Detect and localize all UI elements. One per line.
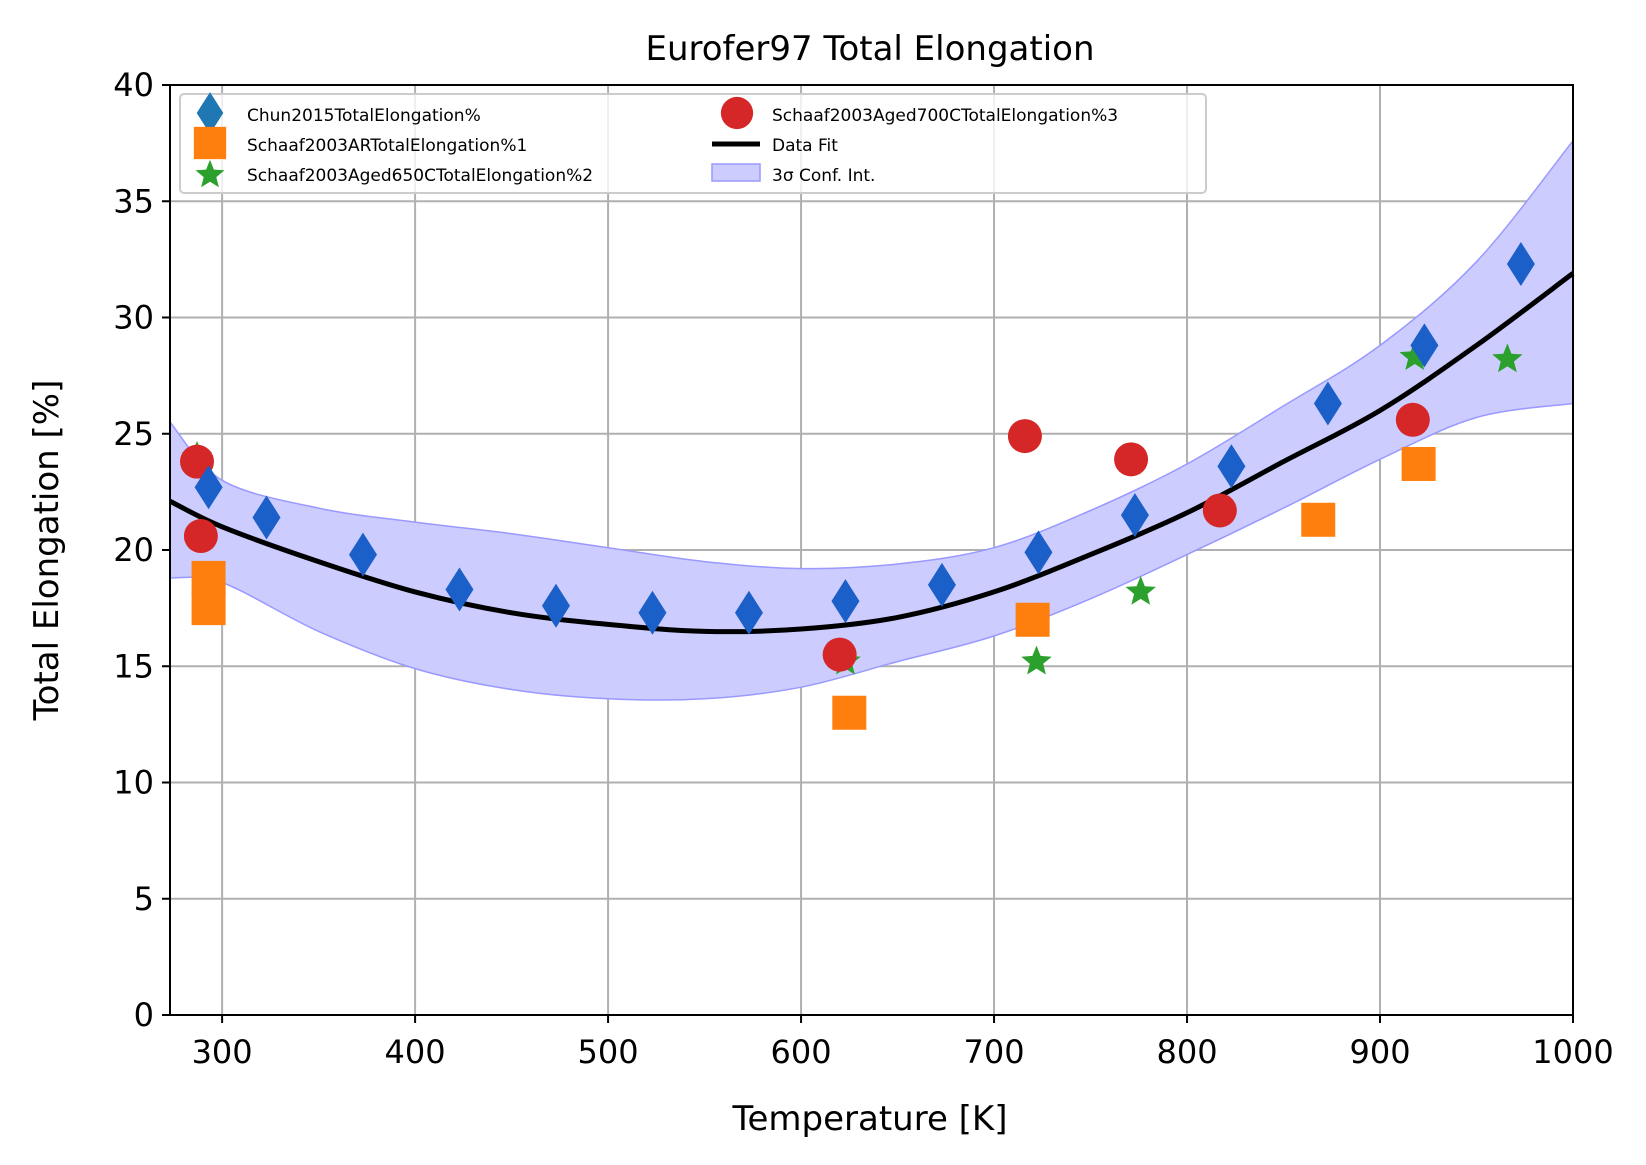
x-tick-label: 300: [192, 1033, 253, 1071]
schaaf-ar-data-point: [1401, 446, 1436, 481]
schaaf-ar-data-point: [191, 560, 226, 595]
chun-data-point: [194, 465, 223, 510]
chun-data-point: [252, 495, 281, 540]
chun-data-point: [831, 579, 860, 624]
legend-label-conf-int: 3σ Conf. Int.: [772, 166, 875, 186]
chun-data-point: [1506, 242, 1535, 287]
chun-data-point: [734, 590, 763, 635]
schaaf-ar-data-point: [1301, 502, 1336, 537]
chun-data-point: [1120, 493, 1149, 538]
y-tick-label: 30: [113, 299, 154, 337]
schaaf-700-data-point: [1114, 442, 1149, 477]
chun-data-point: [445, 567, 474, 612]
schaaf-650-data-point: [1399, 341, 1430, 370]
axis-ticks: 300 400 500 600 700 800 900 1000 0 5 10 15 20 25 30 35 4…: [113, 66, 1613, 1071]
chun-data-point: [1313, 381, 1342, 426]
schaaf-700-data-point: [183, 519, 218, 554]
y-tick-label: 5: [134, 880, 154, 918]
y-tick-label: 15: [113, 647, 154, 685]
schaaf-ar-data-point: [1015, 602, 1050, 637]
y-tick-label: 40: [113, 66, 154, 104]
chun-data-point: [1217, 444, 1246, 489]
x-tick-label: 400: [385, 1033, 446, 1071]
schaaf-650-data-point: [1125, 575, 1156, 605]
legend-label-schaaf-700: Schaaf2003Aged700CTotalElongation%3: [772, 106, 1118, 126]
chun-data-point: [1410, 323, 1439, 368]
schaaf-ar-data-point: [191, 591, 226, 626]
legend-label-schaaf-ar: Schaaf2003ARTotalElongation%1: [247, 136, 527, 156]
chart-title: Eurofer97 Total Elongation: [645, 29, 1094, 69]
legend: Chun2015TotalElongation% Schaaf2003ARTot…: [179, 92, 1207, 194]
y-tick-label: 35: [113, 182, 154, 220]
schaaf-700-data-point: [1202, 493, 1237, 528]
data-markers: [180, 242, 1535, 730]
legend-marker-chun: [196, 92, 224, 134]
y-tick-label: 0: [134, 996, 154, 1034]
x-tick-label: 700: [964, 1033, 1025, 1071]
x-tick-label: 900: [1349, 1033, 1410, 1071]
legend-patch-conf-int: [711, 163, 761, 182]
chun-data-point: [541, 583, 570, 628]
chun-data-point: [1024, 530, 1053, 575]
legend-marker-schaaf-650: [195, 159, 225, 188]
data-fit-line: [168, 271, 1575, 635]
y-axis-label: Total Elongation [%]: [27, 380, 67, 722]
schaaf-700-data-point: [1395, 402, 1430, 437]
legend-marker-schaaf-700: [720, 96, 754, 130]
legend-label-schaaf-650: Schaaf2003Aged650CTotalElongation%2: [247, 166, 593, 186]
chun-data-point: [927, 562, 956, 607]
x-axis-label: Temperature [K]: [731, 1099, 1007, 1139]
chun-data-point: [638, 590, 667, 635]
schaaf-650-data-point: [1021, 645, 1052, 675]
y-tick-label: 25: [113, 415, 154, 453]
legend-label-data-fit: Data Fit: [772, 136, 838, 156]
legend-handles: [193, 92, 761, 188]
x-tick-label: 500: [578, 1033, 639, 1071]
y-tick-label: 20: [113, 531, 154, 569]
chun-data-point: [348, 532, 377, 577]
y-tick-label: 10: [113, 764, 154, 802]
legend-marker-schaaf-ar: [193, 126, 227, 160]
schaaf-700-data-point: [822, 637, 857, 672]
x-tick-label: 600: [771, 1033, 832, 1071]
schaaf-700-data-point: [1007, 419, 1042, 454]
legend-label-chun: Chun2015TotalElongation%: [247, 106, 481, 126]
schaaf-ar-data-point: [832, 695, 867, 730]
x-tick-label: 800: [1156, 1033, 1217, 1071]
legend-frame: [179, 93, 1207, 194]
x-tick-label: 1000: [1532, 1033, 1613, 1071]
schaaf-650-data-point: [1492, 343, 1523, 373]
